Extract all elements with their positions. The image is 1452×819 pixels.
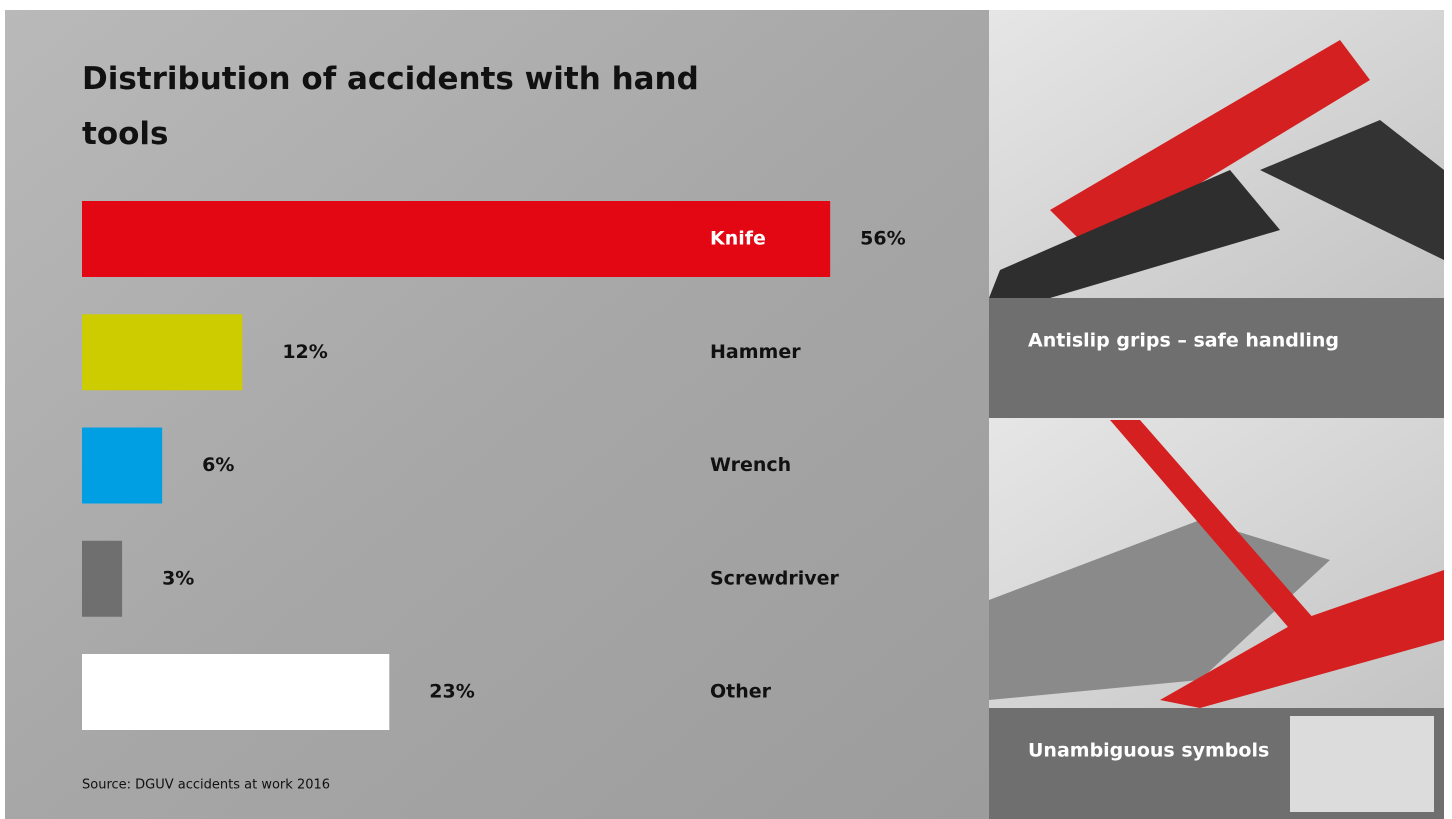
- chart-title: Distribution of accidents with hand tool…: [82, 52, 782, 162]
- value-label: 3%: [162, 567, 194, 589]
- value-label: 56%: [860, 228, 905, 250]
- value-label: 6%: [202, 454, 234, 476]
- caption: Unambiguous symbols: [1028, 740, 1269, 762]
- category-label: Knife: [710, 228, 766, 250]
- inset-photo: [1290, 716, 1434, 812]
- source: Source: DGUV accidents at work 2016: [82, 778, 330, 793]
- page: Antislip grips – safe handling Unambiguo…: [0, 0, 1452, 819]
- bar: [82, 314, 242, 390]
- bar: [82, 428, 162, 504]
- caption: Antislip grips – safe handling: [1028, 330, 1339, 352]
- value-label: 12%: [282, 341, 327, 363]
- value-label: 23%: [429, 681, 474, 703]
- category-label: Hammer: [710, 341, 801, 363]
- category-label: Wrench: [710, 454, 791, 476]
- bar: [82, 541, 122, 617]
- category-label: Screwdriver: [710, 567, 840, 589]
- caption-box: [989, 298, 1444, 418]
- bar: [82, 654, 389, 730]
- category-label: Other: [710, 681, 772, 703]
